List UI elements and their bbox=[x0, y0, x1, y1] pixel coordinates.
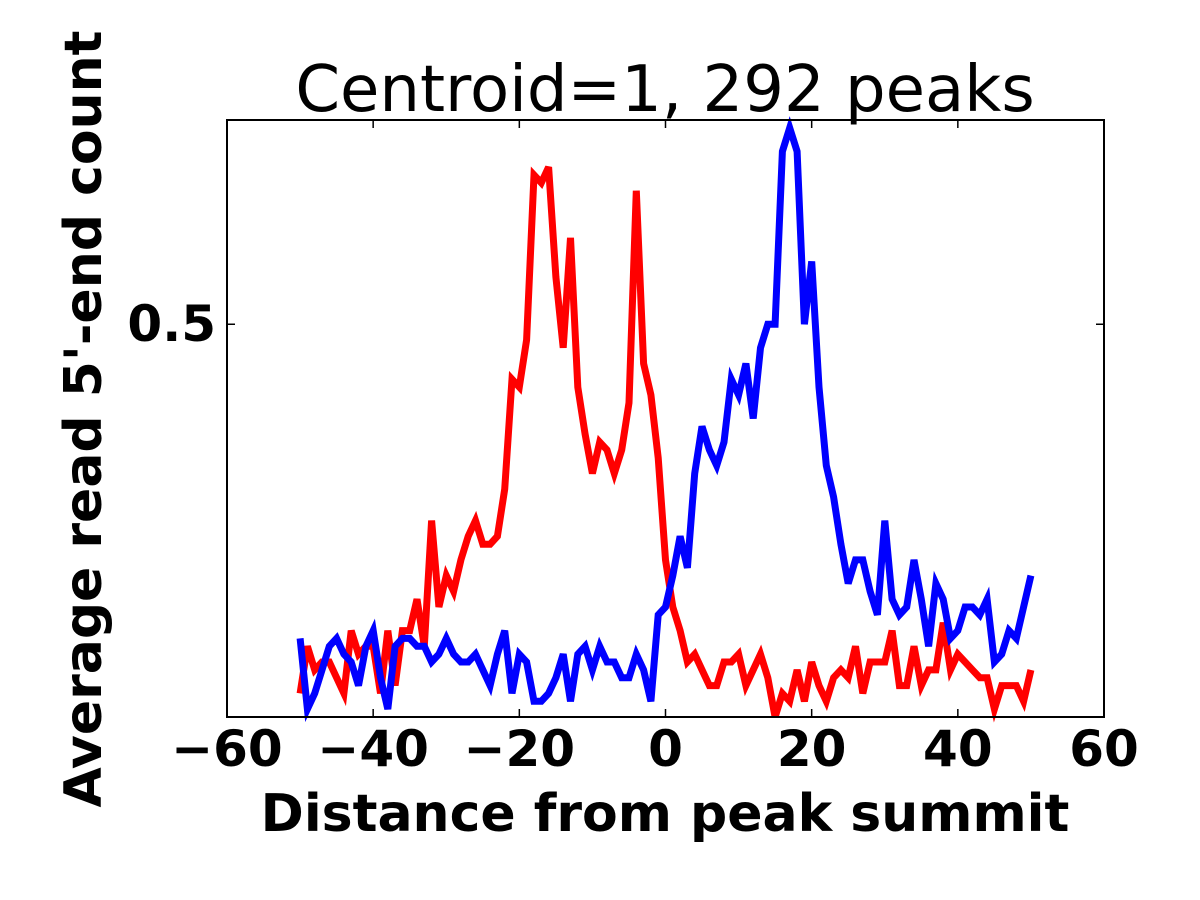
ticks-layer: −60 −40 −20 0 20 40 60 0.5 bbox=[127, 120, 1139, 778]
x-tick-label: 60 bbox=[1069, 720, 1139, 778]
x-tick-label: 40 bbox=[923, 720, 993, 778]
x-tick-label: −40 bbox=[317, 720, 428, 778]
chart-title: Centroid=1, 292 peaks bbox=[295, 53, 1034, 127]
series-line-1 bbox=[296, 165, 1035, 723]
plot-frame bbox=[226, 119, 1105, 718]
x-tick-label: 0 bbox=[648, 720, 683, 778]
x-tick-label: −20 bbox=[464, 720, 575, 778]
series-layer bbox=[296, 116, 1035, 723]
x-tick-label: 20 bbox=[777, 720, 847, 778]
y-axis-label: Average read 5'-end count bbox=[54, 31, 114, 808]
y-tick-label: 0.5 bbox=[127, 295, 216, 353]
x-axis-label: Distance from peak summit bbox=[261, 784, 1070, 844]
x-tick-label: −60 bbox=[171, 720, 282, 778]
series-line-2 bbox=[296, 116, 1035, 723]
